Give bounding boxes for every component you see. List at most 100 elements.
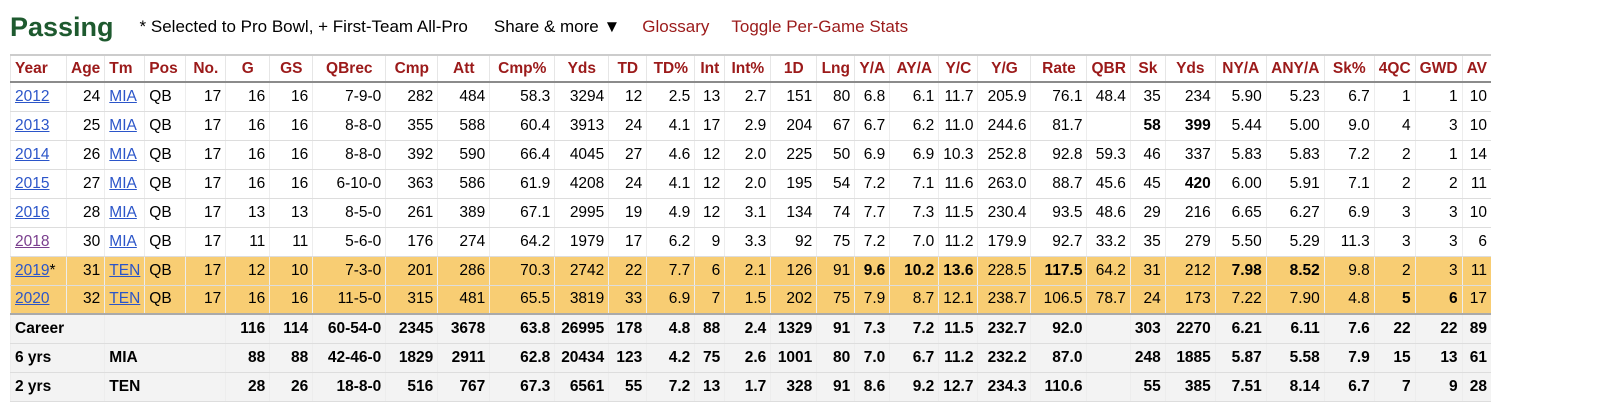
cell-int: 6 — [694, 256, 725, 286]
year-link[interactable]: 2018 — [15, 232, 50, 250]
col-header-att[interactable]: Att — [437, 54, 490, 83]
cell-sk: 46 — [1129, 140, 1166, 170]
year-link[interactable]: 2019 — [15, 261, 50, 279]
col-header-yc[interactable]: Y/C — [938, 54, 978, 83]
cell-nya: 6.65 — [1214, 198, 1267, 228]
year-link[interactable]: 2020 — [15, 290, 50, 308]
cell-int_pct: 2.6 — [724, 343, 771, 373]
cell-age: 26 — [65, 140, 105, 170]
col-header-sk-pct[interactable]: Sk% — [1323, 54, 1375, 83]
toggle-per-game-link[interactable]: Toggle Per-Game Stats — [731, 17, 909, 36]
team-link[interactable]: MIA — [109, 116, 137, 134]
col-header-qbrec[interactable]: QBrec — [312, 54, 386, 83]
col-header-yg[interactable]: Y/G — [977, 54, 1031, 83]
col-header-qbr[interactable]: QBR — [1086, 54, 1131, 83]
cell-qbrec: 8-5-0 — [312, 198, 386, 228]
cell-gs: 114 — [269, 313, 313, 344]
cell-td_pct: 7.7 — [646, 256, 695, 286]
cell-rate: 92.7 — [1030, 227, 1087, 257]
col-header-td-pct[interactable]: TD% — [646, 54, 695, 83]
cell-yg: 205.9 — [977, 82, 1031, 112]
col-header-rate[interactable]: Rate — [1030, 54, 1087, 83]
cell-cmp_pct: 70.3 — [489, 256, 555, 286]
col-header-sk-yds[interactable]: Yds — [1164, 54, 1216, 83]
cell-gs: 11 — [269, 227, 313, 257]
cell-sk: 45 — [1129, 169, 1166, 199]
cell-td_pct: 6.2 — [646, 227, 695, 257]
cell-sk_pct: 7.1 — [1323, 169, 1375, 199]
cell-gwd: 3 — [1414, 111, 1463, 141]
cell-att: 767 — [437, 372, 490, 402]
cell-fqc: 3 — [1373, 227, 1416, 257]
col-header-yds[interactable]: Yds — [554, 54, 609, 83]
col-header-av[interactable]: AV — [1461, 54, 1491, 83]
cell-anya: 5.29 — [1265, 227, 1325, 257]
share-more-button[interactable]: Share & more ▼ — [493, 17, 621, 36]
col-header-age[interactable]: Age — [65, 54, 105, 83]
col-header-no[interactable]: No. — [185, 54, 226, 83]
cell-int: 12 — [694, 198, 725, 228]
col-header-ya[interactable]: Y/A — [854, 54, 890, 83]
pro-bowl-marker: * — [49, 261, 56, 279]
team-link[interactable]: MIA — [109, 174, 137, 192]
col-header-nya[interactable]: NY/A — [1214, 54, 1267, 83]
cell-no: 17 — [185, 169, 226, 199]
team-link[interactable]: MIA — [109, 87, 137, 105]
cell-int_pct: 2.4 — [724, 313, 771, 344]
col-header-year[interactable]: Year — [10, 54, 67, 83]
cell-age: 28 — [65, 198, 105, 228]
year-link[interactable]: 2015 — [15, 174, 50, 192]
glossary-link[interactable]: Glossary — [642, 17, 710, 36]
cell-pos: QB — [144, 82, 186, 112]
cell-no: 17 — [185, 198, 226, 228]
table-row: 2020 32 TEN QB 17 16 16 11-5-0 315 481 65.5 3819 33 6… — [10, 285, 1491, 315]
year-link[interactable]: 2012 — [15, 87, 50, 105]
cell-sk_pct: 7.2 — [1323, 140, 1375, 170]
cell-cmp: 201 — [385, 256, 438, 286]
year-link[interactable]: 2014 — [15, 145, 50, 163]
team-link[interactable]: TEN — [109, 261, 141, 279]
totals-team — [104, 313, 226, 344]
cell-nya: 5.44 — [1214, 111, 1267, 141]
team-link[interactable]: MIA — [109, 203, 137, 221]
cell-pos: QB — [144, 198, 186, 228]
col-header-sk[interactable]: Sk — [1129, 54, 1166, 83]
cell-sk_pct: 6.7 — [1323, 82, 1375, 112]
cell-gwd: 1 — [1414, 82, 1463, 112]
cell-fqc: 2 — [1373, 256, 1416, 286]
year-link[interactable]: 2013 — [15, 116, 50, 134]
col-header-tm[interactable]: Tm — [104, 54, 145, 83]
cell-g: 11 — [225, 227, 270, 257]
col-header-int[interactable]: Int — [694, 54, 725, 83]
cell-sk_pct: 9.0 — [1323, 111, 1375, 141]
col-header-1d[interactable]: 1D — [770, 54, 817, 83]
cell-fd: 204 — [770, 111, 817, 141]
cell-av: 28 — [1461, 372, 1491, 402]
col-header-anya[interactable]: ANY/A — [1265, 54, 1325, 83]
col-header-gwd[interactable]: GWD — [1414, 54, 1463, 83]
col-header-int-pct[interactable]: Int% — [724, 54, 771, 83]
col-header-cmp-pct[interactable]: Cmp% — [489, 54, 555, 83]
col-header-4qc[interactable]: 4QC — [1373, 54, 1416, 83]
team-link[interactable]: MIA — [109, 145, 137, 163]
col-header-g[interactable]: G — [225, 54, 270, 83]
cell-fd: 92 — [770, 227, 817, 257]
cell-anya: 8.14 — [1265, 372, 1325, 402]
cell-av: 17 — [1461, 285, 1491, 315]
col-header-lng[interactable]: Lng — [816, 54, 855, 83]
team-link[interactable]: MIA — [109, 232, 137, 250]
col-header-td[interactable]: TD — [608, 54, 647, 83]
cell-sk_pct: 11.3 — [1323, 227, 1375, 257]
cell-yc: 11.0 — [938, 111, 978, 141]
col-header-pos[interactable]: Pos — [144, 54, 186, 83]
cell-age: 25 — [65, 111, 105, 141]
year-link[interactable]: 2016 — [15, 203, 50, 221]
col-header-cmp[interactable]: Cmp — [385, 54, 438, 83]
col-header-gs[interactable]: GS — [269, 54, 313, 83]
cell-aya: 6.1 — [889, 82, 939, 112]
cell-yc: 11.2 — [938, 343, 978, 373]
col-header-aya[interactable]: AY/A — [889, 54, 939, 83]
cell-cmp: 176 — [385, 227, 438, 257]
cell-qbrec: 5-6-0 — [312, 227, 386, 257]
team-link[interactable]: TEN — [109, 290, 141, 308]
